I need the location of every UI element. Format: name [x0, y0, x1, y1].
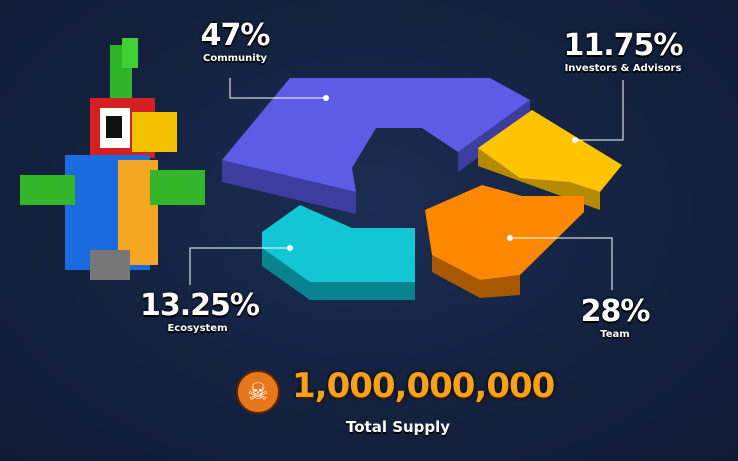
category-label: Investors & Advisors — [564, 63, 682, 74]
label-community: 47% Community — [190, 20, 280, 66]
slice-investors — [478, 110, 622, 192]
slice-team — [425, 185, 584, 280]
label-investors: 11.75% Investors & Advisors — [558, 30, 688, 76]
leader-ecosystem — [189, 247, 290, 285]
leader-lines — [189, 78, 624, 290]
value-label: 11.75% — [563, 28, 684, 63]
slice-team-side — [432, 255, 520, 298]
leader-team — [510, 237, 613, 290]
value-label: 47% — [200, 18, 271, 53]
value-label: 28% — [580, 294, 651, 329]
total-supply-value: 1,000,000,000 — [292, 366, 555, 406]
donut-chart — [222, 78, 622, 300]
total-supply-label: Total Supply — [346, 418, 451, 436]
value-label: 13.25% — [140, 288, 260, 323]
slice-community-side — [222, 160, 356, 214]
slice-community — [222, 78, 530, 192]
leader-investors — [575, 80, 624, 141]
slice-ecosystem — [262, 205, 415, 282]
slice-community-side-inner — [458, 100, 530, 172]
slice-ecosystem-side — [262, 248, 415, 300]
parrot-illustration — [20, 38, 205, 280]
label-ecosystem: 13.25% Ecosystem — [140, 288, 260, 336]
leader-community — [229, 78, 326, 99]
category-label: Ecosystem — [167, 323, 228, 334]
category-label: Team — [600, 329, 630, 340]
label-team: 28% Team — [570, 296, 660, 342]
category-label: Community — [202, 53, 267, 64]
skull-icon: ☠ — [236, 370, 280, 414]
